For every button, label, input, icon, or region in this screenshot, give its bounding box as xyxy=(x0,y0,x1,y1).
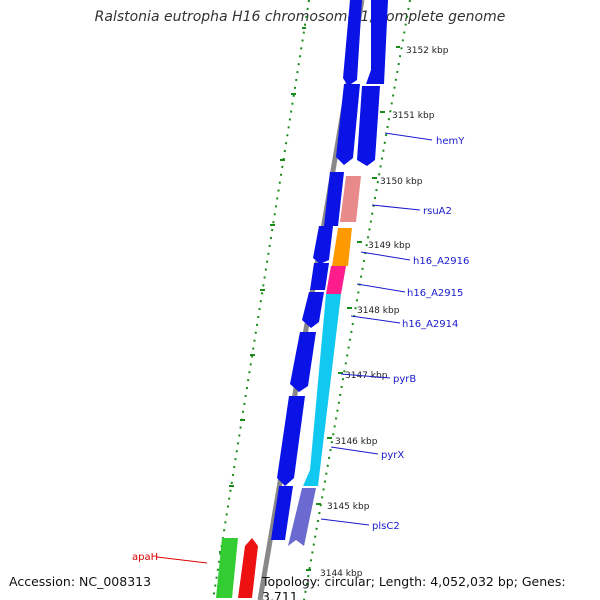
inner-dotted-circle xyxy=(303,0,411,600)
outer-circle-ticks xyxy=(219,27,306,553)
accession-text: Accession: NC_008313 xyxy=(9,574,152,589)
scale-label-3152: 3152 kbp xyxy=(406,46,449,56)
gene-h16_A2915[interactable] xyxy=(326,266,346,294)
gene-apaH-red[interactable] xyxy=(238,538,258,598)
gene-plsC2[interactable] xyxy=(288,488,316,546)
scale-label-3146: 3146 kbp xyxy=(335,437,378,447)
gene-apaH-green[interactable] xyxy=(216,538,238,598)
scale-label-3148: 3148 kbp xyxy=(357,306,400,316)
gene-feature[interactable] xyxy=(277,396,305,486)
gene-track-outer xyxy=(288,0,388,546)
gene-track-inner xyxy=(271,0,362,540)
gene-h16_A2916[interactable] xyxy=(332,228,352,266)
scale-label-3144: 3144 kbp xyxy=(320,569,363,579)
gene-label-h16_A2915[interactable]: h16_A2915 xyxy=(407,288,463,299)
scale-label-3151: 3151 kbp xyxy=(392,111,435,121)
gene-feature[interactable] xyxy=(310,263,329,290)
gene-label-pyrX[interactable]: pyrX xyxy=(381,450,404,461)
scale-label-3145: 3145 kbp xyxy=(327,502,370,512)
gene-feature[interactable] xyxy=(343,0,362,86)
gene-feature[interactable] xyxy=(313,226,333,264)
gene-label-h16_A2916[interactable]: h16_A2916 xyxy=(413,256,469,267)
gene-pyr[interactable] xyxy=(303,294,341,486)
gene-feature[interactable] xyxy=(357,86,380,166)
scale-label-3149: 3149 kbp xyxy=(368,241,411,251)
map-title: Ralstonia eutropha H16 chromosome 1, com… xyxy=(94,9,506,25)
gene-label-rsuA2[interactable]: rsuA2 xyxy=(423,206,452,217)
outer-dotted-circle xyxy=(212,0,310,600)
gene-labels: hemY rsuA2 h16_A2916 h16_A2915 h16_A2914… xyxy=(132,136,469,563)
gene-label-pyrB[interactable]: pyrB xyxy=(393,374,416,385)
label-leader-apaH xyxy=(156,556,208,564)
gene-label-apaH[interactable]: apaH xyxy=(132,552,158,563)
gene-feature[interactable] xyxy=(290,332,316,392)
gene-feature[interactable] xyxy=(302,292,324,328)
topology-text: Topology: circular; Length: 4,052,032 bp… xyxy=(262,574,566,600)
gene-feature[interactable] xyxy=(271,486,293,540)
gene-label-hemY[interactable]: hemY xyxy=(436,136,465,147)
gene-feature[interactable] xyxy=(336,84,360,165)
gene-rsuA2[interactable] xyxy=(340,176,361,222)
gene-feature[interactable] xyxy=(366,0,388,84)
label-leaders xyxy=(320,132,433,526)
scale-ticks xyxy=(306,46,400,571)
gene-label-plsC2[interactable]: plsC2 xyxy=(372,521,400,532)
gene-feature[interactable] xyxy=(324,172,344,226)
scale-label-3150: 3150 kbp xyxy=(380,177,423,187)
gene-label-h16_A2914[interactable]: h16_A2914 xyxy=(402,319,458,330)
